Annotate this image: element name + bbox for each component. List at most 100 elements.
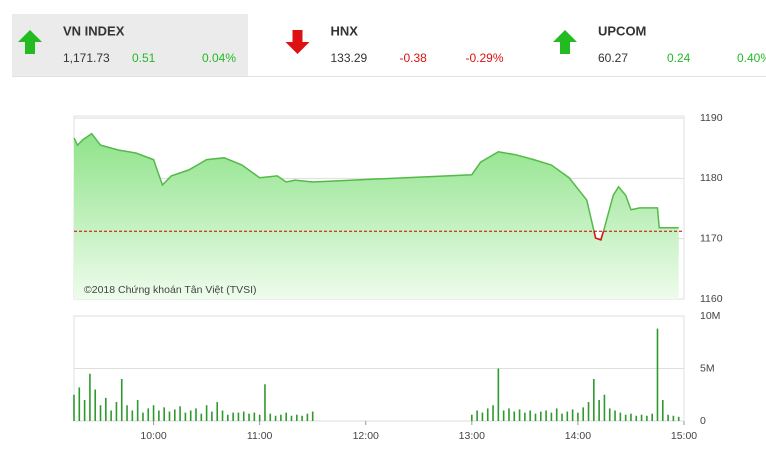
volume-bar xyxy=(152,405,155,421)
volume-bar xyxy=(205,405,208,421)
volume-bar xyxy=(539,411,542,421)
volume-bar xyxy=(502,410,505,421)
y-tick-label: 1170 xyxy=(700,232,723,244)
volume-bar xyxy=(566,411,569,421)
x-tick-label: 13:00 xyxy=(459,430,485,442)
volume-bar xyxy=(158,410,160,421)
volume-bar xyxy=(497,368,500,421)
volume-bar xyxy=(571,409,574,421)
volume-bar xyxy=(253,412,256,421)
volume-bar xyxy=(248,413,250,421)
watermark: ©2018 Chứng khoán Tân Việt (TVSI) xyxy=(84,284,257,296)
y-tick-label: 1160 xyxy=(700,293,723,305)
volume-bar xyxy=(142,412,144,421)
volume-bar xyxy=(136,400,139,421)
volume-bar xyxy=(646,415,648,421)
volume-bar xyxy=(624,414,627,421)
volume-bar xyxy=(94,389,97,421)
price-line xyxy=(73,132,679,241)
volume-bar xyxy=(651,413,653,421)
volume-bar xyxy=(110,410,112,421)
volume-bar xyxy=(677,416,680,421)
volume-bar xyxy=(89,373,91,421)
volume-bar xyxy=(227,414,229,421)
volume-bar xyxy=(661,400,664,421)
price-area xyxy=(74,133,679,299)
direction-arrow xyxy=(285,30,310,54)
volume-bar xyxy=(635,415,638,421)
volume-bar xyxy=(195,408,197,421)
volume-bar xyxy=(587,402,590,421)
volume-bar xyxy=(258,414,261,421)
volume-bar xyxy=(471,414,473,421)
volume-bar xyxy=(608,408,611,421)
y-tick-label: 1180 xyxy=(700,172,723,184)
volume-bar xyxy=(189,410,192,421)
volume-bar xyxy=(603,394,606,421)
volume-bar xyxy=(295,414,298,421)
volume-bar xyxy=(630,413,632,421)
volume-bar xyxy=(656,328,659,421)
volume-bar xyxy=(555,408,558,421)
volume-bar xyxy=(232,412,234,421)
volume-bar xyxy=(200,413,203,421)
volume-bar xyxy=(216,402,219,421)
volume-bar xyxy=(237,412,240,421)
volume-bar xyxy=(529,410,531,421)
index-change: 0.24 xyxy=(667,51,691,65)
selected-panel xyxy=(12,14,248,76)
volume-bar xyxy=(508,408,510,421)
y-tick-label: 0 xyxy=(700,415,706,427)
x-tick-label: 12:00 xyxy=(353,430,379,442)
volume-bar xyxy=(120,379,123,421)
volume-bar xyxy=(168,411,171,421)
volume-bar xyxy=(306,413,309,421)
volume-bar xyxy=(78,387,81,421)
volume-bar xyxy=(550,412,553,421)
volume-bar xyxy=(242,411,245,421)
volume-bar xyxy=(518,409,521,421)
volume-bar xyxy=(280,414,282,421)
index-percent: -0.29% xyxy=(465,51,503,65)
volume-bar xyxy=(481,412,484,421)
index-value: 1,171.73 xyxy=(63,51,110,65)
volume-bar xyxy=(476,410,478,421)
volume-bar xyxy=(264,384,266,421)
volume-bar xyxy=(582,407,585,421)
volume-bar xyxy=(221,410,224,421)
index-value: 60.27 xyxy=(598,51,628,65)
volume-bar xyxy=(184,412,187,421)
volume-bar xyxy=(561,413,563,421)
volume-bar xyxy=(274,415,277,421)
volume-bar xyxy=(598,400,600,421)
index-percent: 0.04% xyxy=(202,51,236,65)
volume-bar xyxy=(126,405,128,421)
index-name: HNX xyxy=(331,23,359,38)
volume-bar xyxy=(524,412,526,421)
y-tick-label: 10M xyxy=(700,310,720,322)
volume-bar xyxy=(211,411,213,421)
volume-bar xyxy=(486,408,489,421)
direction-arrow xyxy=(553,30,577,54)
volume-bar xyxy=(179,406,181,421)
volume-bar xyxy=(285,412,287,421)
volume-bar xyxy=(672,415,675,421)
volume-bar xyxy=(99,405,102,421)
volume-bar xyxy=(545,410,547,421)
index-value: 133.29 xyxy=(331,51,368,65)
x-tick-label: 11:00 xyxy=(247,430,273,442)
x-tick-label: 15:00 xyxy=(671,430,697,442)
volume-bar xyxy=(147,408,150,421)
volume-bar xyxy=(73,394,75,421)
x-tick-label: 14:00 xyxy=(565,430,591,442)
index-name: VN INDEX xyxy=(63,23,125,38)
y-tick-label: 1190 xyxy=(700,112,723,124)
index-name: UPCOM xyxy=(598,23,646,38)
volume-bar xyxy=(173,409,176,421)
volume-bar xyxy=(619,412,622,421)
volume-bar xyxy=(115,402,118,421)
volume-bar xyxy=(640,414,643,421)
direction-arrow xyxy=(18,30,42,54)
y-tick-label: 5M xyxy=(700,362,715,374)
volume-bar xyxy=(301,415,303,421)
